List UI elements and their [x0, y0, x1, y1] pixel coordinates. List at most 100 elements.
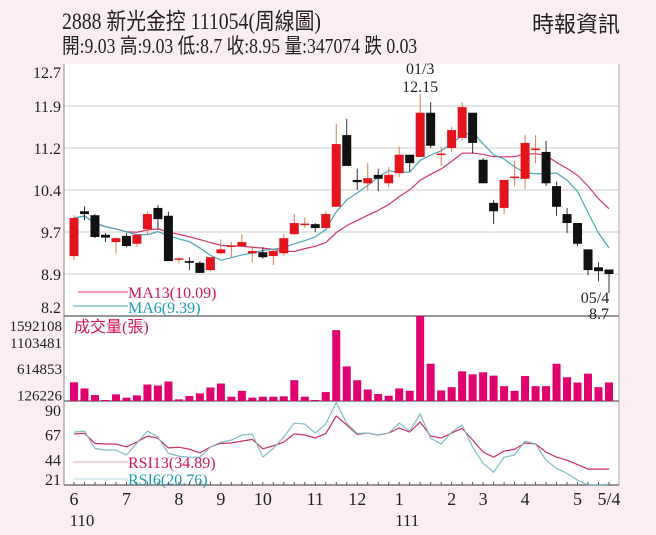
candlestick	[237, 234, 247, 246]
candlestick	[520, 135, 530, 189]
candle-body	[142, 214, 152, 230]
candle-body	[499, 179, 509, 208]
rsi-tick-label: 67	[45, 428, 61, 445]
volume-bar	[542, 386, 551, 401]
candle-body	[426, 112, 436, 146]
volume-bar	[311, 399, 320, 401]
volume-bar	[185, 396, 194, 401]
x-tick-label: 4	[521, 489, 530, 509]
candle-body	[69, 218, 79, 257]
candle-body	[541, 151, 551, 184]
x-tick-label: 9	[216, 489, 225, 509]
candlestick	[69, 215, 79, 260]
candlestick	[457, 102, 467, 141]
candlestick	[100, 233, 110, 243]
candlestick	[478, 158, 488, 184]
candlestick	[510, 160, 520, 187]
candle-body	[394, 154, 404, 174]
low-value-label: 8.7	[589, 306, 609, 323]
candle-body	[436, 153, 446, 156]
volume-bar	[248, 397, 257, 401]
volume-bar	[563, 377, 572, 401]
candle-body	[184, 261, 194, 263]
volume-bar	[479, 372, 488, 401]
candle-body	[300, 223, 310, 226]
candlestick	[342, 118, 352, 166]
candle-body	[153, 207, 163, 220]
candle-body	[90, 215, 100, 238]
candle-body	[510, 176, 520, 179]
candlestick	[184, 257, 194, 271]
candle-body	[342, 135, 352, 166]
volume-bar	[70, 382, 78, 401]
volume-bar	[279, 396, 288, 401]
candlestick	[541, 140, 551, 187]
candlestick	[90, 214, 100, 239]
x-tick-label: 10	[254, 489, 272, 509]
ma13-legend: MA13(10.09)	[128, 285, 216, 302]
volume-bar	[195, 393, 204, 401]
volume-bar	[416, 316, 425, 401]
candlestick	[289, 214, 299, 235]
candlestick	[79, 206, 89, 221]
candle-body	[405, 154, 415, 164]
candle-body	[174, 258, 184, 260]
price-tick-label: 11.9	[34, 99, 61, 116]
volume-bar	[132, 395, 141, 401]
candle-body	[121, 235, 131, 246]
candlestick	[468, 112, 478, 154]
x-tick-label: 2	[447, 489, 456, 509]
volume-bar	[594, 387, 603, 401]
high-date-label: 01/3	[406, 61, 434, 78]
volume-bar	[122, 397, 131, 401]
volume-bar	[300, 396, 309, 401]
x-year-label: 111	[395, 511, 419, 530]
volume-bar	[342, 366, 351, 401]
price-tick-label: 8.2	[41, 300, 61, 317]
volume-tick-label: 614853	[17, 362, 62, 378]
candle-body	[321, 214, 331, 229]
candle-body	[100, 234, 110, 238]
x-tick-label: 12	[348, 489, 366, 509]
rsi-tick-label: 44	[45, 452, 61, 469]
candle-body	[163, 215, 173, 262]
rsi6-line	[73, 401, 610, 486]
candlestick	[405, 154, 415, 173]
candlestick	[174, 257, 184, 264]
volume-bar	[143, 384, 152, 401]
volume-bar	[405, 390, 414, 401]
x-tick-label: 5/4	[597, 489, 620, 509]
price-tick-label: 8.9	[41, 267, 61, 284]
price-tick-label: 9.7	[41, 225, 61, 242]
rsi6-legend: RSI6(20.76)	[128, 472, 208, 489]
candle-body	[111, 238, 121, 243]
candlestick	[258, 247, 268, 259]
candlestick	[562, 207, 572, 234]
candlestick	[594, 262, 604, 282]
ma6-legend: MA6(9.39)	[128, 300, 200, 317]
price-tick-label: 12.7	[33, 65, 61, 82]
chart-title: 2888 新光金控 111054(周線圖)	[62, 9, 321, 34]
candlestick	[268, 249, 278, 266]
volume-bar	[290, 380, 299, 401]
candle-body	[216, 249, 226, 254]
candlestick	[331, 123, 341, 207]
volume-bar	[237, 390, 246, 401]
candle-body	[384, 174, 394, 184]
volume-bar	[164, 381, 173, 401]
ma13-line	[73, 152, 610, 253]
volume-bar	[374, 394, 383, 401]
candle-body	[310, 224, 320, 229]
candlestick	[426, 102, 436, 148]
candlestick	[489, 200, 499, 225]
volume-bar	[206, 387, 215, 401]
candlestick	[604, 269, 614, 288]
candlestick	[300, 217, 310, 229]
volume-bar	[321, 392, 330, 401]
volume-bar	[510, 390, 519, 401]
volume-bar	[90, 395, 99, 401]
volume-bar	[573, 382, 582, 401]
candlestick	[436, 146, 446, 166]
candle-body	[352, 179, 362, 183]
